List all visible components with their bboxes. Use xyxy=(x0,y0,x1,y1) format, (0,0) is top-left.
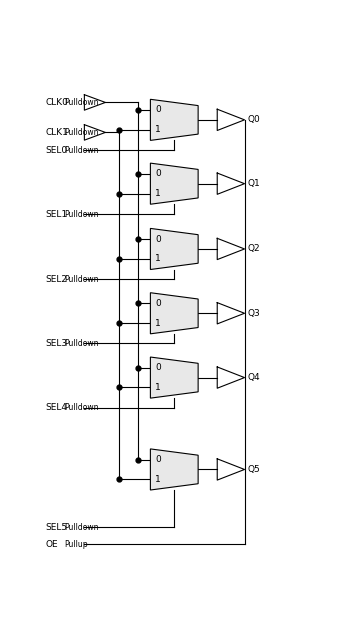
Text: Pulldown: Pulldown xyxy=(64,522,99,531)
Text: CLK1: CLK1 xyxy=(45,128,68,137)
Text: SEL5: SEL5 xyxy=(45,522,68,531)
Polygon shape xyxy=(150,449,198,490)
Text: Q5: Q5 xyxy=(247,465,260,474)
Text: OE: OE xyxy=(45,540,58,549)
Text: Pulldown: Pulldown xyxy=(64,403,99,412)
Text: 0: 0 xyxy=(155,234,161,244)
Polygon shape xyxy=(150,99,198,141)
Text: SEL4: SEL4 xyxy=(45,403,67,412)
Text: 1: 1 xyxy=(155,383,161,392)
Text: Q0: Q0 xyxy=(247,116,260,124)
Text: 1: 1 xyxy=(155,125,161,134)
Text: SEL3: SEL3 xyxy=(45,338,68,348)
Polygon shape xyxy=(150,229,198,269)
Text: 0: 0 xyxy=(155,170,161,178)
Text: Pulldown: Pulldown xyxy=(64,146,99,155)
Text: 1: 1 xyxy=(155,254,161,263)
Text: Pulldown: Pulldown xyxy=(64,210,99,219)
Text: Q3: Q3 xyxy=(247,309,260,318)
Text: Pulldown: Pulldown xyxy=(64,338,99,348)
Text: Pullup: Pullup xyxy=(64,540,88,549)
Text: 0: 0 xyxy=(155,363,161,372)
Text: 0: 0 xyxy=(155,455,161,464)
Text: 1: 1 xyxy=(155,318,161,328)
Text: 0: 0 xyxy=(155,299,161,308)
Text: Q4: Q4 xyxy=(247,373,260,382)
Text: 0: 0 xyxy=(155,106,161,114)
Text: SEL0: SEL0 xyxy=(45,146,68,155)
Text: Q1: Q1 xyxy=(247,179,260,188)
Text: SEL1: SEL1 xyxy=(45,210,68,219)
Text: Q2: Q2 xyxy=(247,244,260,254)
Text: CLK0: CLK0 xyxy=(45,98,68,107)
Text: SEL2: SEL2 xyxy=(45,275,67,284)
Text: 1: 1 xyxy=(155,475,161,484)
Polygon shape xyxy=(150,163,198,204)
Polygon shape xyxy=(150,293,198,334)
Text: Pulldown: Pulldown xyxy=(64,128,99,137)
Text: 1: 1 xyxy=(155,189,161,198)
Text: Pulldown: Pulldown xyxy=(64,98,99,107)
Polygon shape xyxy=(150,357,198,398)
Text: Pulldown: Pulldown xyxy=(64,275,99,284)
